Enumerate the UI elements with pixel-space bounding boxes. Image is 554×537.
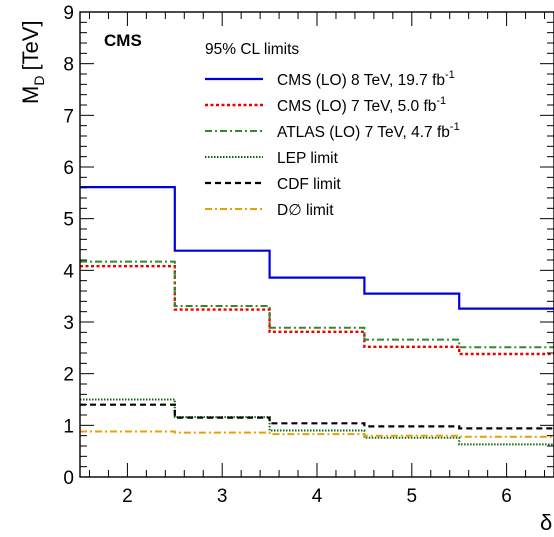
legend-entry-5: CDF limit <box>277 176 341 193</box>
series-line-1 <box>80 186 554 310</box>
x-axis-title: δ <box>540 510 552 535</box>
legend-entry-6: D∅ limit <box>277 202 334 219</box>
series-line-3 <box>80 260 554 349</box>
x-tick-label: 6 <box>501 486 512 507</box>
experiment-label: CMS <box>104 31 142 50</box>
x-tick-label: 5 <box>407 486 418 507</box>
series-line-4 <box>80 398 554 446</box>
legend: CMS (LO) 8 TeV, 19.7 fb-1 CMS (LO) 7 TeV,… <box>205 69 460 219</box>
y-axis-title-unit: [TeV] <box>18 20 43 70</box>
y-tick-label: 6 <box>63 158 74 179</box>
series-line-6 <box>80 430 554 438</box>
legend-entry-1: CMS (LO) 8 TeV, 19.7 fb-1 <box>277 69 455 89</box>
x-tick-label: 4 <box>312 486 323 507</box>
series-line-5 <box>80 403 554 430</box>
y-axis-title-sub: D <box>31 76 47 86</box>
legend-entry-4: LEP limit <box>277 150 339 167</box>
legend-title: 95% CL limits <box>205 41 299 58</box>
y-tick-label: 2 <box>63 365 74 386</box>
y-tick-label: 9 <box>63 3 74 24</box>
x-tick-label: 2 <box>122 486 133 507</box>
y-tick-label: 0 <box>63 468 74 489</box>
y-axis-title: MD [TeV] <box>18 20 47 104</box>
ticks-layer: 0 1 2 3 4 5 6 7 8 9 2 3 4 5 6 <box>63 3 554 507</box>
y-tick-label: 3 <box>63 313 74 334</box>
y-tick-label: 1 <box>63 416 74 437</box>
y-tick-label: 5 <box>63 210 74 231</box>
y-tick-label: 8 <box>63 55 74 76</box>
legend-entry-2: CMS (LO) 7 TeV, 5.0 fb-1 <box>277 95 446 115</box>
x-tick-label: 3 <box>217 486 228 507</box>
y-axis-title-main: M <box>18 86 43 104</box>
y-tick-label: 7 <box>63 106 74 127</box>
series-layer <box>80 186 554 446</box>
legend-entry-3: ATLAS (LO) 7 TeV, 4.7 fb-1 <box>277 121 460 141</box>
y-tick-label: 4 <box>63 261 74 282</box>
labels-layer: CMS 95% CL limits MD [TeV] δ <box>18 20 552 535</box>
series-line-2 <box>80 265 554 356</box>
